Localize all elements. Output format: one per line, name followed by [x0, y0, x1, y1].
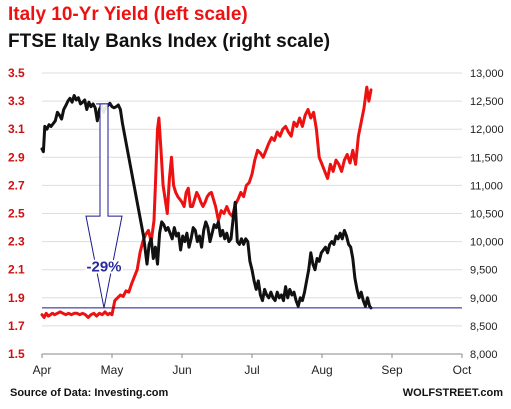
x-tick-label: Oct	[453, 363, 472, 377]
x-axis: Apr May Jun Jul Aug Sep Oct	[33, 354, 472, 377]
chart-title-banks: FTSE Italy Banks Index (right scale)	[8, 31, 331, 52]
left-tick-label: 1.5	[8, 347, 25, 361]
gridlines	[42, 72, 462, 355]
left-tick-label: 2.7	[8, 178, 25, 192]
right-tick-label: 10,000	[470, 237, 504, 249]
series-line-yield	[40, 85, 373, 319]
x-tick-label: May	[101, 363, 124, 377]
x-tick-label: Sep	[381, 363, 403, 377]
annotation-label: -29%	[86, 259, 121, 276]
right-axis: 8,000 8,500 9,000 9,500 10,000 10,500 11,000 11…	[470, 68, 504, 361]
right-tick-label: 12,500	[470, 96, 504, 108]
left-tick-label: 2.1	[8, 263, 25, 277]
left-axis: 1.5 1.7 1.9 2.1 2.3 2.5 2.7 2.9 3.1 3.3 3.5	[8, 66, 25, 361]
x-tick-label: Apr	[33, 363, 52, 377]
brand-label: WOLFSTREET.com	[402, 387, 503, 399]
right-tick-label: 10,500	[470, 209, 504, 221]
right-tick-label: 9,500	[470, 265, 498, 277]
left-tick-label: 3.1	[8, 122, 25, 136]
left-tick-label: 1.9	[8, 291, 25, 305]
series-line-banks	[40, 94, 373, 310]
left-tick-label: 1.7	[8, 319, 25, 333]
x-tick-label: Aug	[311, 363, 332, 377]
right-tick-label: 11,000	[470, 180, 503, 192]
x-tick-label: Jul	[244, 363, 259, 377]
annotation-arrow	[85, 103, 123, 309]
chart-title-yield: Italy 10-Yr Yield (left scale)	[8, 4, 248, 25]
right-tick-label: 9,000	[470, 293, 498, 305]
right-tick-label: 11,500	[470, 152, 503, 164]
left-tick-label: 2.3	[8, 235, 25, 249]
right-tick-label: 8,500	[470, 321, 498, 333]
right-tick-label: 13,000	[470, 68, 504, 80]
annotation-group: -29%	[42, 103, 462, 309]
x-tick-label: Jun	[172, 363, 191, 377]
left-tick-label: 2.5	[8, 207, 25, 221]
left-tick-label: 3.3	[8, 94, 25, 108]
left-tick-label: 3.5	[8, 66, 25, 80]
right-tick-label: 8,000	[470, 349, 498, 361]
left-tick-label: 2.9	[8, 150, 25, 164]
right-tick-label: 12,000	[470, 124, 504, 136]
source-note: Source of Data: Investing.com	[10, 387, 169, 399]
series-group	[40, 85, 373, 319]
